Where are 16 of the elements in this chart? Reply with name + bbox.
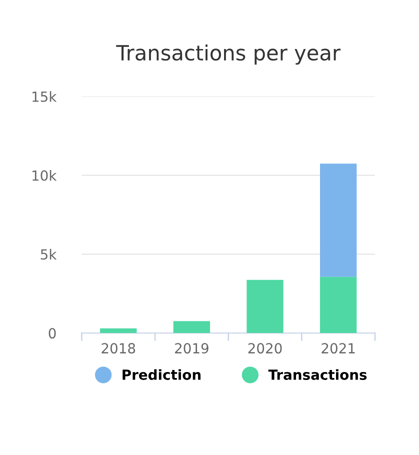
- chart-title: Transactions per year: [116, 44, 341, 65]
- bar: [100, 328, 137, 334]
- x-tick-label: 2018: [102, 343, 136, 354]
- bar: [246, 280, 284, 334]
- x-tick-label: 2020: [248, 343, 282, 354]
- y-tick-label: 5k: [40, 248, 57, 260]
- bar: [320, 164, 357, 277]
- x-tick-label: 2021: [322, 343, 355, 354]
- y-tick-label: 10k: [32, 170, 57, 181]
- bar: [173, 321, 210, 334]
- y-tick-label: 0: [48, 328, 56, 339]
- bar: [320, 276, 357, 334]
- legend-label: Transactions: [268, 369, 367, 380]
- y-tick-label: 15k: [32, 91, 57, 102]
- legend-label: Prediction: [122, 369, 201, 380]
- x-tick-label: 2019: [175, 343, 208, 354]
